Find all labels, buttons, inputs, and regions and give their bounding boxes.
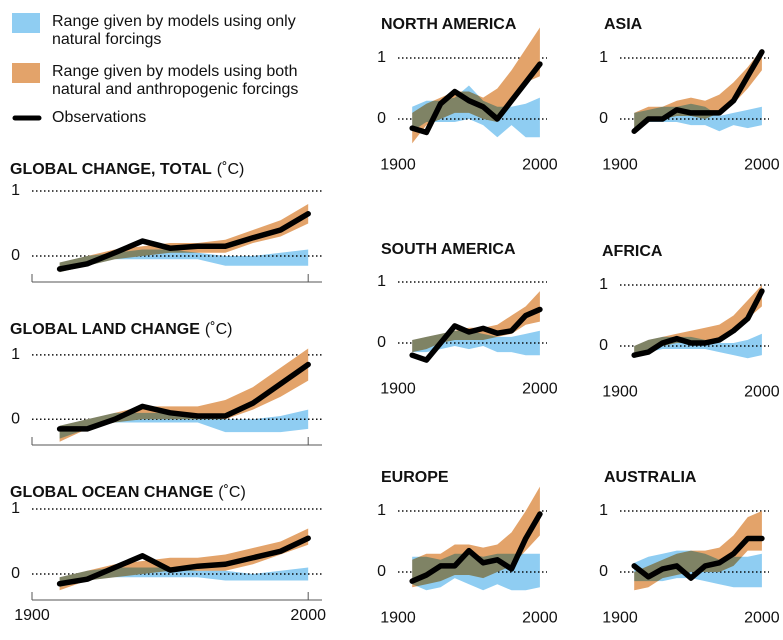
title-unit: (˚C)	[205, 321, 233, 338]
legend-label: Range given by models using only natural…	[52, 13, 296, 48]
panel-title: NORTH AMERICA	[381, 16, 517, 33]
y-tick-label: 1	[599, 49, 608, 66]
panel-title: GLOBAL CHANGE, TOTAL (˚C)	[10, 161, 244, 178]
natural-range	[59, 249, 309, 273]
y-tick-label: 1	[377, 502, 386, 519]
x-tick-label: 2000	[744, 610, 780, 627]
y-tick-label: 0	[377, 110, 386, 127]
y-tick-label: 0	[599, 110, 608, 127]
natural-range	[634, 103, 762, 132]
observations-line	[409, 306, 543, 363]
observations-line	[56, 211, 311, 272]
panel-title: GLOBAL LAND CHANGE (˚C)	[10, 321, 232, 338]
x-tick-label: 2000	[522, 157, 558, 174]
panel-title: SOUTH AMERICA	[381, 241, 516, 258]
title-text: NORTH AMERICA	[381, 16, 517, 33]
legend-label: Observations	[52, 109, 147, 126]
x-tick-label: 2000	[290, 607, 326, 624]
combined-range	[59, 528, 309, 591]
y-tick-label: 0	[377, 334, 386, 351]
y-tick-label: 1	[377, 273, 386, 290]
natural-range	[59, 567, 309, 587]
legend-swatch	[12, 13, 40, 33]
observations-line	[409, 511, 543, 584]
y-tick-label: 0	[11, 410, 20, 427]
y-tick-label: 1	[11, 500, 20, 517]
x-tick-label: 2000	[744, 384, 780, 401]
x-tick-label: 2000	[744, 157, 780, 174]
panel-title: AFRICA	[602, 243, 663, 260]
y-tick-label: 1	[11, 346, 20, 363]
x-tick-label: 1900	[380, 381, 416, 398]
title-text: AUSTRALIA	[604, 469, 697, 486]
title-text: AFRICA	[602, 243, 663, 260]
x-tick-label: 2000	[522, 610, 558, 627]
legend-swatch	[12, 63, 40, 83]
x-tick-label: 1900	[380, 157, 416, 174]
observations-line	[56, 361, 311, 432]
title-text: EUROPE	[381, 469, 449, 486]
title-text: ASIA	[604, 16, 643, 33]
title-text: GLOBAL OCEAN CHANGE	[10, 484, 214, 501]
title-unit: (˚C)	[218, 484, 246, 501]
title-text: GLOBAL CHANGE, TOTAL	[10, 161, 212, 178]
observations-line	[631, 288, 765, 358]
y-tick-label: 1	[599, 276, 608, 293]
y-tick-label: 1	[377, 49, 386, 66]
title-text: SOUTH AMERICA	[381, 241, 516, 258]
x-tick-label: 1900	[14, 607, 50, 624]
natural-range	[412, 85, 540, 138]
x-tick-label: 1900	[602, 384, 638, 401]
panel-title: ASIA	[604, 16, 643, 33]
observations-line	[56, 535, 311, 587]
y-tick-label: 0	[599, 563, 608, 580]
panel-title: AUSTRALIA	[604, 469, 697, 486]
y-tick-label: 1	[11, 182, 20, 199]
panel-title: EUROPE	[381, 469, 449, 486]
title-unit: (˚C)	[217, 161, 245, 178]
y-tick-label: 0	[377, 563, 386, 580]
natural-range	[412, 553, 540, 591]
observations-line	[631, 535, 765, 581]
x-tick-label: 1900	[380, 610, 416, 627]
y-tick-label: 1	[599, 502, 608, 519]
legend-label: Range given by models using both natural…	[52, 63, 299, 98]
x-tick-label: 1900	[602, 157, 638, 174]
panel-title: GLOBAL OCEAN CHANGE (˚C)	[10, 484, 246, 501]
y-tick-label: 0	[11, 565, 20, 582]
x-tick-label: 2000	[522, 381, 558, 398]
y-tick-label: 0	[11, 247, 20, 264]
observations-line	[631, 49, 765, 134]
observations-line	[409, 61, 543, 136]
y-tick-label: 0	[599, 337, 608, 354]
x-tick-label: 1900	[602, 610, 638, 627]
title-text: GLOBAL LAND CHANGE	[10, 321, 200, 338]
